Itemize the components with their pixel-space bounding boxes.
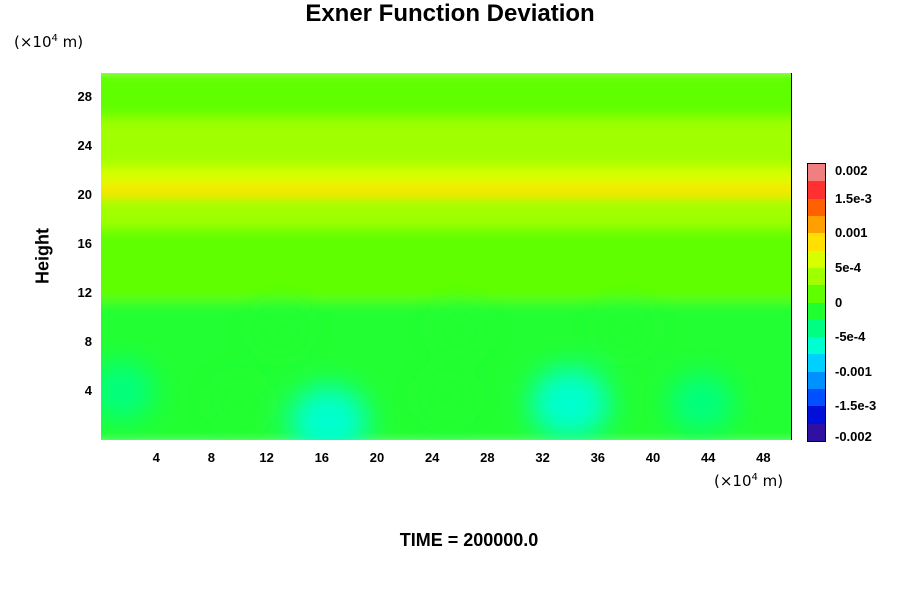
x-tick-label: 32 [535, 450, 550, 465]
x-tick-label: 44 [700, 450, 716, 465]
colorbar-segment [808, 389, 825, 407]
field-anomaly [434, 307, 486, 353]
x-tick-label: 12 [259, 450, 274, 465]
colorbar-label: 0.002 [835, 163, 868, 178]
colorbar-segment [808, 354, 825, 372]
time-label: TIME = 200000.0 [399, 530, 539, 550]
colorbar-segment [808, 250, 825, 268]
colorbar-label: -0.001 [835, 363, 872, 379]
field-anomaly [668, 373, 734, 433]
chart-title: Exner Function Deviation [305, 0, 595, 27]
x-tick-label: 8 [207, 450, 215, 465]
y-tick-label: 20 [77, 187, 92, 203]
x-tick-label: 28 [480, 450, 495, 465]
x-axis-unit: (×104 m) [714, 472, 784, 490]
field-anomaly [101, 361, 155, 421]
colorbar-label: 1.5e-3 [835, 190, 872, 206]
y-tick-label: 16 [77, 236, 92, 252]
y-tick-label: 12 [77, 285, 92, 301]
field-anomaly [530, 367, 611, 440]
y-tick-label: 28 [77, 89, 92, 105]
colorbar-segment [808, 198, 825, 216]
field-anomaly [288, 385, 369, 440]
y-tick-label: 24 [77, 138, 92, 154]
colorbar-segment [808, 302, 825, 320]
field-anomaly [255, 307, 306, 353]
x-tick-label: 36 [590, 450, 606, 465]
colorbar-label: -1.5e-3 [835, 398, 877, 414]
colorbar [807, 163, 826, 442]
field-anomaly [213, 380, 265, 426]
colorbar-label: -5e-4 [835, 329, 866, 345]
colorbar-segment [808, 423, 825, 441]
colorbar-label: 0 [835, 294, 843, 310]
y-tick-label: 4 [84, 383, 92, 399]
colorbar-label: -0.002 [835, 429, 872, 444]
colorbar-segment [808, 181, 825, 199]
x-tick-label: 24 [424, 450, 440, 465]
colorbar-segment [808, 319, 825, 338]
x-tick-label: 20 [369, 450, 385, 465]
y-tick-label: 8 [84, 334, 92, 350]
colorbar-segment [808, 406, 825, 424]
x-tick-label: 16 [314, 450, 330, 465]
x-tick-label: 40 [645, 450, 661, 465]
colorbar-segment [808, 267, 825, 286]
x-tick-label: 4 [152, 450, 160, 465]
plot-area [101, 73, 792, 440]
field-anomaly [420, 374, 472, 420]
colorbar-label: 0.001 [835, 225, 868, 241]
colorbar-segment [808, 371, 825, 390]
colorbar-segment [808, 215, 825, 234]
y-axis-unit: (×104 m) [14, 33, 84, 51]
colorbar-label: 5e-4 [835, 259, 862, 275]
x-tick-label: 48 [756, 450, 771, 465]
y-axis-label: Height [32, 228, 53, 284]
colorbar-segment [808, 233, 825, 251]
colorbar-segment [808, 164, 825, 182]
colorbar-segment [808, 337, 825, 355]
colorbar-segment [808, 285, 825, 303]
field-anomaly [600, 307, 651, 353]
